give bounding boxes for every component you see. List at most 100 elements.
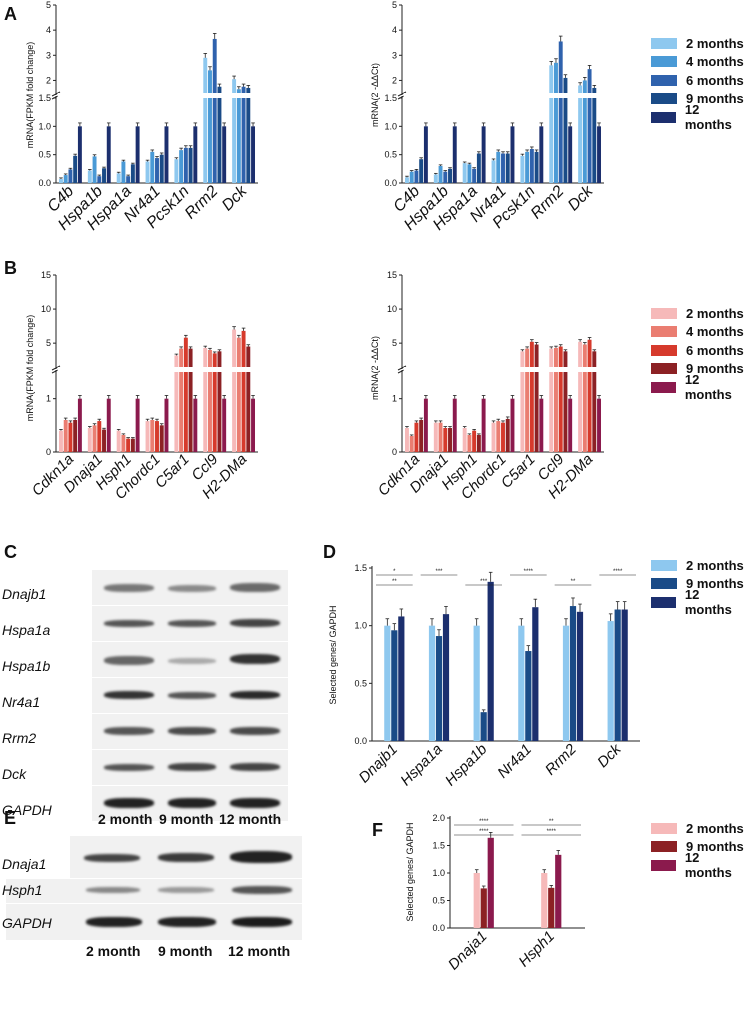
bar bbox=[179, 150, 184, 183]
blot-label: GAPDH bbox=[2, 915, 52, 931]
axis-break-gap bbox=[576, 93, 603, 98]
blot-label: Rrm2 bbox=[2, 730, 37, 746]
bar bbox=[97, 176, 102, 183]
axis-break-gap bbox=[461, 367, 487, 372]
axis-break-gap bbox=[461, 93, 487, 98]
bar bbox=[246, 346, 251, 452]
y-tick-label: 0 bbox=[392, 447, 397, 457]
legend-item: 12 months bbox=[651, 587, 747, 617]
bar bbox=[481, 126, 486, 183]
legend-f: 2 months 9 months 12 months bbox=[651, 819, 747, 880]
blot-label: Dck bbox=[2, 766, 27, 782]
y-tick-label: 0.5 bbox=[432, 896, 445, 906]
bar bbox=[480, 712, 487, 741]
y-tick-label: 10 bbox=[387, 304, 397, 314]
bar bbox=[525, 348, 530, 452]
bar bbox=[476, 434, 481, 452]
significance-label: * bbox=[393, 569, 396, 575]
legend-label: 12 months bbox=[684, 372, 732, 403]
bar bbox=[174, 355, 179, 452]
blot-label: Hsph1 bbox=[2, 882, 43, 898]
legend-swatch bbox=[651, 859, 676, 871]
legend-item: 9 months bbox=[651, 360, 747, 379]
blot-band bbox=[158, 887, 214, 893]
bar bbox=[203, 57, 208, 183]
y-tick-label: 1.5 bbox=[38, 93, 51, 103]
bar bbox=[558, 41, 563, 184]
y-axis-label: mRNA(2 -ΔΔCt) bbox=[370, 336, 380, 400]
blot-strip bbox=[70, 836, 302, 878]
legend-item: 9 months bbox=[651, 575, 747, 594]
legend-swatch bbox=[651, 56, 677, 68]
legend-label: 4 months bbox=[686, 54, 744, 70]
blot-timepoint: 12 month bbox=[228, 943, 291, 959]
bar bbox=[384, 625, 391, 741]
bar bbox=[391, 630, 398, 741]
bar bbox=[155, 158, 159, 183]
legend-label: 6 months bbox=[686, 72, 744, 88]
axis-break-gap bbox=[173, 367, 199, 372]
bar bbox=[452, 126, 457, 183]
bar bbox=[621, 609, 628, 741]
bar bbox=[472, 430, 477, 452]
axis-break-gap bbox=[201, 93, 228, 98]
bar bbox=[246, 87, 251, 183]
bar bbox=[448, 168, 452, 183]
bar bbox=[582, 80, 587, 183]
blot-band bbox=[104, 727, 154, 735]
blot-band bbox=[84, 854, 140, 862]
category-label: Dnajb1 bbox=[356, 741, 402, 787]
legend-item: 12 months bbox=[651, 850, 747, 880]
blot-band bbox=[230, 851, 292, 863]
bar bbox=[568, 126, 573, 183]
blot-band bbox=[230, 727, 280, 735]
bar bbox=[77, 398, 82, 452]
legend-label: 12 months bbox=[684, 850, 732, 881]
blot-timepoint: 9 month bbox=[158, 943, 213, 959]
bar bbox=[106, 398, 111, 452]
bar bbox=[68, 169, 73, 183]
axis-break-mark bbox=[397, 365, 407, 371]
legend-label: 4 months bbox=[686, 324, 744, 340]
axis-break-gap bbox=[86, 367, 113, 372]
bar bbox=[159, 425, 164, 452]
bar bbox=[155, 421, 159, 452]
bar bbox=[232, 79, 237, 183]
bar bbox=[208, 349, 212, 452]
blot-label: Hspa1a bbox=[2, 622, 51, 638]
y-tick-label: 2.0 bbox=[432, 813, 445, 823]
bar bbox=[554, 347, 558, 452]
bar bbox=[549, 348, 554, 452]
blot-band bbox=[104, 764, 154, 771]
bar bbox=[222, 398, 227, 452]
bar bbox=[529, 341, 534, 452]
panel-label-b: B bbox=[4, 258, 17, 278]
bar bbox=[614, 609, 621, 741]
significance-label: **** bbox=[524, 569, 534, 575]
bar bbox=[548, 887, 555, 928]
legend-label: 2 months bbox=[686, 35, 744, 51]
bar bbox=[251, 126, 256, 183]
blot-label: Dnaja1 bbox=[2, 856, 47, 872]
blot-strip bbox=[6, 904, 302, 940]
bar bbox=[501, 422, 505, 452]
bar bbox=[558, 346, 563, 452]
bar bbox=[404, 428, 409, 452]
panel-label-a: A bbox=[4, 4, 17, 24]
blot-label: Nr4a1 bbox=[2, 694, 41, 710]
blot-band bbox=[168, 585, 216, 592]
bar bbox=[518, 625, 525, 741]
bar bbox=[510, 126, 515, 183]
bar bbox=[554, 62, 558, 184]
blot-band bbox=[230, 619, 280, 627]
bar bbox=[212, 353, 217, 452]
bar bbox=[145, 421, 150, 452]
legend-swatch bbox=[651, 326, 677, 338]
bar bbox=[423, 398, 428, 452]
bar bbox=[491, 160, 496, 183]
legend-item: 6 months bbox=[651, 341, 747, 360]
legend-label: 9 months bbox=[686, 361, 744, 377]
bar bbox=[587, 339, 592, 452]
blot-band bbox=[230, 691, 280, 699]
blot-band bbox=[104, 584, 154, 592]
